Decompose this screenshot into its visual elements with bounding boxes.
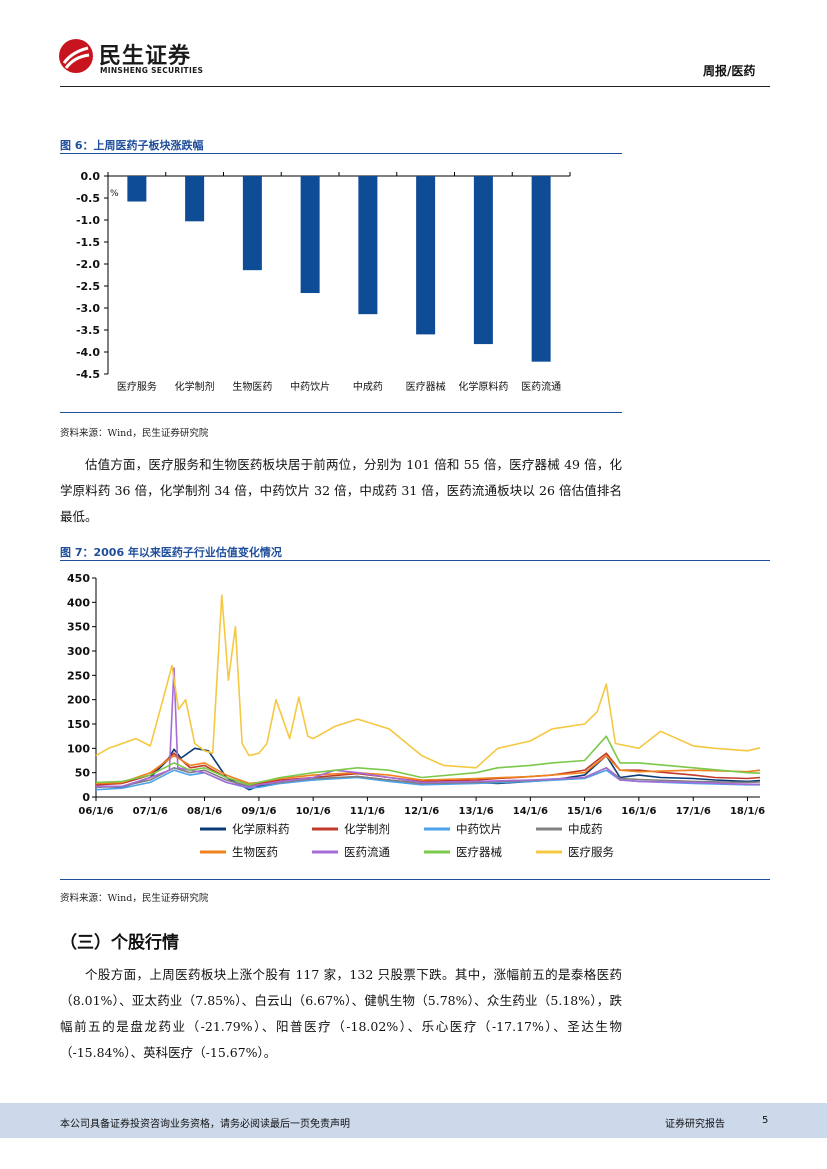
bar-医疗器械	[416, 176, 436, 335]
line-y-tick-label: 200	[67, 694, 90, 707]
line-y-tick-label: 50	[75, 767, 91, 780]
bar-y-tick-label: -4.5	[76, 368, 100, 381]
figure6-title-rule	[60, 153, 622, 154]
company-name-cn: 民生证券	[99, 44, 192, 69]
line-x-tick-label: 10/1/6	[296, 806, 331, 817]
header-rule	[60, 86, 770, 87]
bar-category-label: 中成药	[353, 380, 383, 393]
line-x-tick-label: 06/1/6	[78, 806, 113, 817]
figure6-bar-chart: 0.0 -0.5 -1.0 -1.5 -2.0 -2.5 -3.0 -3.5 -4.0 -4.5%…	[76, 170, 571, 393]
figure6-bottom-rule	[60, 412, 622, 413]
line-y-tick-label: 350	[67, 621, 90, 634]
legend-label-医药流通: 医药流通	[344, 845, 390, 859]
bar-医药流通	[531, 176, 551, 362]
bar-category-label: 生物医药	[232, 380, 272, 393]
bar-中药饮片	[300, 176, 320, 294]
bar-中成药	[358, 176, 378, 315]
bar-y-tick-label: 0.0	[81, 170, 101, 183]
footer-disclaimer: 本公司具备证券投资咨询业务资格，请务必阅读最后一页免责声明	[60, 1119, 350, 1130]
company-name-en: MINSHENG SECURITIES	[100, 66, 204, 75]
bar-category-label: 中药饮片	[290, 380, 330, 393]
line-x-tick-label: 07/1/6	[133, 806, 168, 817]
bar-category-label: 医药流通	[521, 380, 561, 393]
bar-化学制剂	[185, 176, 205, 222]
series-医疗器械	[95, 735, 761, 786]
bar-y-tick-label: -0.5	[76, 192, 100, 205]
bar-unit-label: %	[110, 189, 119, 199]
figure6-title: 图 6：上周医药子板块涨跌幅	[60, 139, 204, 152]
figure7-title-rule	[60, 560, 770, 561]
bar-医疗服务	[127, 176, 147, 202]
figure7-title: 图 7：2006 年以来医药子行业估值变化情况	[60, 546, 282, 559]
line-x-tick-label: 12/1/6	[404, 806, 439, 817]
bar-生物医药	[242, 176, 262, 271]
bar-category-label: 化学原料药	[458, 380, 508, 393]
legend-label-生物医药: 生物医药	[232, 845, 278, 859]
bar-category-label: 化学制剂	[175, 380, 215, 393]
stocks-paragraph: 个股方面，上周医药板块上涨个股有 117 家，132 只股票下跌。其中，涨幅前五…	[60, 967, 622, 1060]
bar-y-tick-label: -3.0	[76, 302, 100, 315]
line-x-tick-label: 09/1/6	[241, 806, 276, 817]
line-y-tick-label: 150	[67, 718, 90, 731]
legend-label-化学原料药: 化学原料药	[232, 822, 290, 836]
line-x-tick-label: 11/1/6	[350, 806, 385, 817]
bar-y-tick-label: -1.5	[76, 236, 100, 249]
series-中成药	[95, 767, 761, 789]
page-number: 5	[762, 1115, 769, 1126]
line-y-tick-label: 400	[67, 596, 90, 609]
series-医疗服务	[95, 594, 761, 769]
legend-label-中成药: 中成药	[568, 822, 603, 836]
minsheng-logo-icon	[59, 39, 93, 73]
line-x-tick-label: 15/1/6	[567, 806, 602, 817]
line-x-tick-label: 16/1/6	[621, 806, 656, 817]
footer-label: 证券研究报告	[665, 1119, 725, 1130]
bar-category-label: 医疗服务	[117, 380, 157, 393]
legend-label-中药饮片: 中药饮片	[456, 822, 502, 836]
line-x-tick-label: 18/1/6	[730, 806, 765, 817]
bar-y-tick-label: -1.0	[76, 214, 100, 227]
legend-label-化学制剂: 化学制剂	[344, 822, 390, 836]
bar-y-tick-label: -3.5	[76, 324, 100, 337]
bar-y-tick-label: -2.5	[76, 280, 100, 293]
section-heading: （三）个股行情	[60, 933, 179, 953]
line-x-tick-label: 14/1/6	[513, 806, 548, 817]
line-y-tick-label: 300	[67, 645, 90, 658]
line-x-tick-label: 13/1/6	[459, 806, 494, 817]
figure7-bottom-rule	[60, 879, 770, 880]
bar-y-tick-label: -4.0	[76, 346, 100, 359]
figure7-source: 资料来源：Wind，民生证券研究院	[60, 893, 209, 904]
legend-label-医疗器械: 医疗器械	[456, 845, 502, 859]
bar-化学原料药	[473, 176, 493, 345]
line-y-tick-label: 0	[82, 791, 90, 804]
line-y-tick-label: 250	[67, 669, 90, 682]
line-x-tick-label: 08/1/6	[187, 806, 222, 817]
line-x-tick-label: 17/1/6	[676, 806, 711, 817]
figure6-source: 资料来源：Wind，民生证券研究院	[60, 428, 209, 439]
line-y-tick-label: 100	[67, 742, 90, 755]
legend-label-医疗服务: 医疗服务	[568, 845, 614, 859]
bar-category-label: 医疗器械	[406, 380, 446, 393]
valuation-paragraph: 估值方面，医疗服务和生物医药板块居于前两位，分别为 101 倍和 55 倍，医疗…	[60, 457, 622, 524]
report-type: 周报/医药	[703, 64, 756, 78]
line-y-tick-label: 450	[67, 572, 90, 585]
footer-bar	[0, 1103, 827, 1138]
figure7-line-chart: 0 50 100 150 200 250 300 350 400 450 06/1/6 07/1/6 0…	[67, 572, 765, 859]
bar-y-tick-label: -2.0	[76, 258, 100, 271]
